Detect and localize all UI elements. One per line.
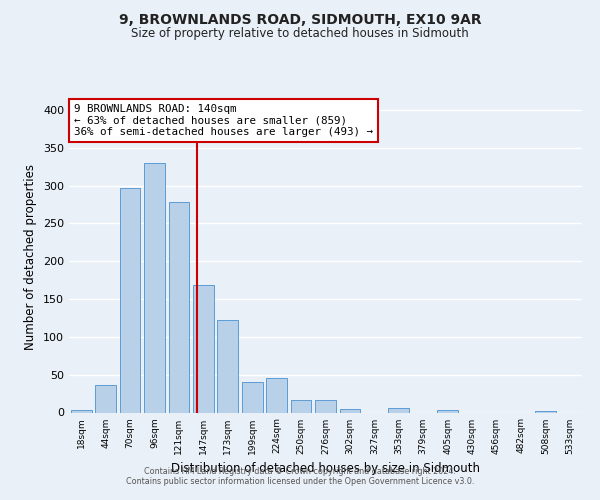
Bar	[437, 410, 458, 412]
Bar	[95, 384, 116, 412]
Bar	[290, 400, 311, 412]
Bar	[119, 188, 140, 412]
Bar	[388, 408, 409, 412]
Y-axis label: Number of detached properties: Number of detached properties	[25, 164, 37, 350]
Bar	[217, 320, 238, 412]
Text: Size of property relative to detached houses in Sidmouth: Size of property relative to detached ho…	[131, 28, 469, 40]
Text: 9 BROWNLANDS ROAD: 140sqm
← 63% of detached houses are smaller (859)
36% of semi: 9 BROWNLANDS ROAD: 140sqm ← 63% of detac…	[74, 104, 373, 138]
Bar	[193, 286, 214, 412]
Bar	[340, 408, 361, 412]
Text: Contains HM Land Registry data © Crown copyright and database right 2024.: Contains HM Land Registry data © Crown c…	[144, 467, 456, 476]
Bar	[169, 202, 190, 412]
Bar	[71, 410, 92, 412]
Bar	[535, 411, 556, 412]
Bar	[144, 163, 165, 412]
X-axis label: Distribution of detached houses by size in Sidmouth: Distribution of detached houses by size …	[171, 462, 480, 475]
Text: 9, BROWNLANDS ROAD, SIDMOUTH, EX10 9AR: 9, BROWNLANDS ROAD, SIDMOUTH, EX10 9AR	[119, 12, 481, 26]
Text: Contains public sector information licensed under the Open Government Licence v3: Contains public sector information licen…	[126, 477, 474, 486]
Bar	[266, 378, 287, 412]
Bar	[315, 400, 336, 412]
Bar	[242, 382, 263, 412]
